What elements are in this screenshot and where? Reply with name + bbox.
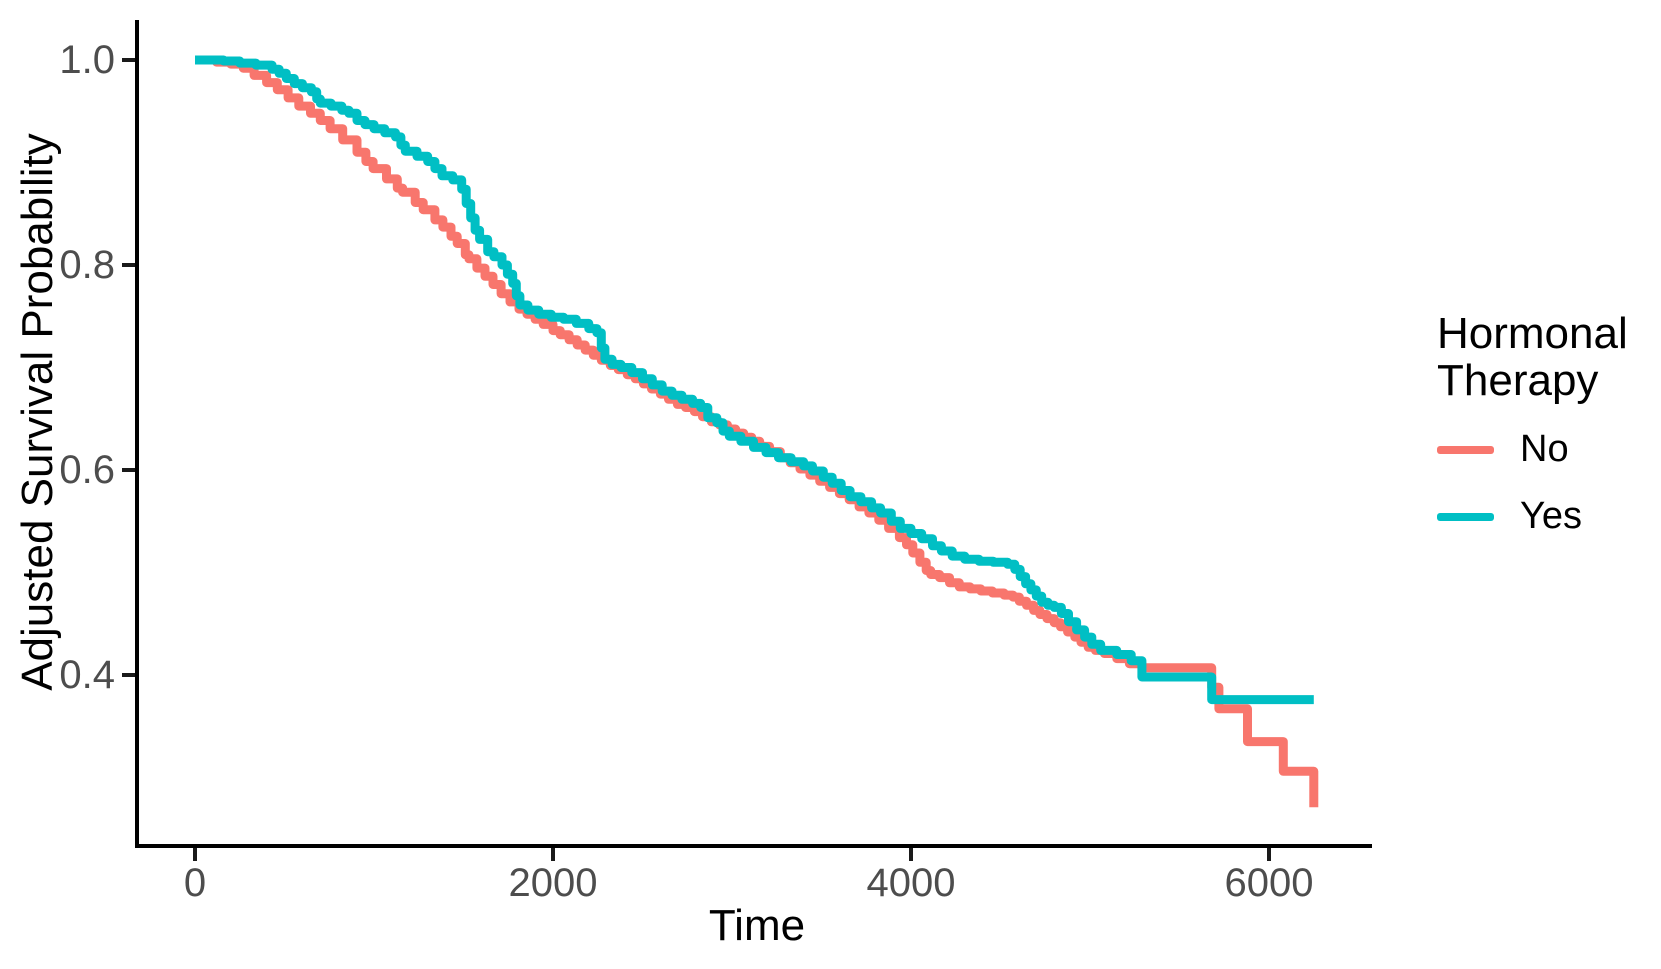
y-tick-label: 1.0 xyxy=(59,38,115,82)
legend: Hormonal Therapy No Yes xyxy=(1437,310,1628,550)
x-axis-title: Time xyxy=(708,901,806,950)
y-tick-label: 0.6 xyxy=(59,448,115,492)
legend-item-yes: Yes xyxy=(1437,483,1628,550)
legend-item-no: No xyxy=(1437,416,1628,483)
series-no-curve xyxy=(195,55,1319,808)
legend-key-line-yes xyxy=(1437,512,1494,521)
legend-title-line-2: Therapy xyxy=(1437,356,1599,405)
y-axis-title: Adjusted Survival Probability xyxy=(13,133,62,691)
series-yes-curve xyxy=(195,55,1314,705)
x-tick-label: 0 xyxy=(184,861,206,905)
legend-items: No Yes xyxy=(1437,416,1628,550)
legend-title-line-1: Hormonal xyxy=(1437,309,1628,358)
legend-key-line-no xyxy=(1437,445,1494,454)
legend-title: Hormonal Therapy xyxy=(1437,310,1628,404)
y-tick-label: 0.4 xyxy=(59,653,115,697)
x-tick-label: 2000 xyxy=(509,861,598,905)
x-tick-label: 6000 xyxy=(1225,861,1314,905)
y-tick-label: 0.8 xyxy=(59,243,115,287)
legend-label-yes: Yes xyxy=(1520,495,1582,537)
legend-label-no: No xyxy=(1520,428,1569,470)
x-tick-label: 4000 xyxy=(867,861,956,905)
